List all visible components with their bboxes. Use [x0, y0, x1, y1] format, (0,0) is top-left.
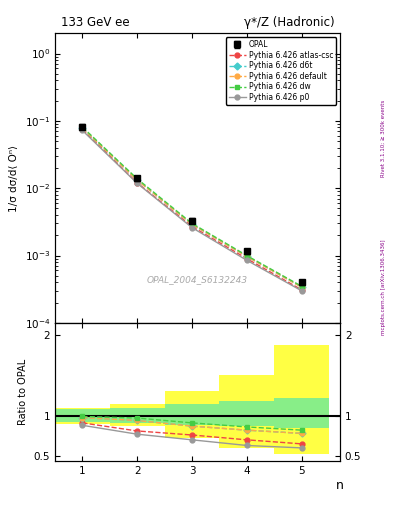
Text: OPAL_2004_S6132243: OPAL_2004_S6132243	[147, 275, 248, 284]
Pythia 6.426 d6t	[244, 253, 249, 260]
Pythia 6.426 dw	[190, 220, 195, 226]
Pythia 6.426 atlas-csc	[135, 180, 140, 186]
Pythia 6.426 p0	[190, 225, 195, 231]
Text: γ*/Z (Hadronic): γ*/Z (Hadronic)	[244, 16, 334, 29]
Pythia 6.426 atlas-csc	[299, 287, 304, 293]
Text: 133 GeV ee: 133 GeV ee	[61, 16, 129, 29]
Y-axis label: 1/σ dσ/d⟨ Oⁿ⟩: 1/σ dσ/d⟨ Oⁿ⟩	[9, 144, 19, 211]
Line: Pythia 6.426 d6t: Pythia 6.426 d6t	[80, 126, 304, 289]
X-axis label: n: n	[336, 479, 344, 492]
Text: mcplots.cern.ch [arXiv:1306.3436]: mcplots.cern.ch [arXiv:1306.3436]	[381, 239, 386, 334]
Pythia 6.426 default	[135, 177, 140, 183]
Pythia 6.426 d6t	[80, 125, 85, 131]
Text: Rivet 3.1.10; ≥ 300k events: Rivet 3.1.10; ≥ 300k events	[381, 100, 386, 177]
Pythia 6.426 p0	[80, 127, 85, 134]
Pythia 6.426 atlas-csc	[244, 255, 249, 262]
Line: Pythia 6.426 atlas-csc: Pythia 6.426 atlas-csc	[80, 127, 304, 292]
Pythia 6.426 d6t	[135, 177, 140, 183]
Pythia 6.426 default	[299, 284, 304, 290]
Pythia 6.426 d6t	[190, 221, 195, 227]
Pythia 6.426 default	[244, 253, 249, 260]
Line: Pythia 6.426 dw: Pythia 6.426 dw	[80, 124, 304, 289]
Line: Pythia 6.426 default: Pythia 6.426 default	[80, 126, 304, 289]
Pythia 6.426 atlas-csc	[190, 223, 195, 229]
Pythia 6.426 default	[80, 125, 85, 131]
Pythia 6.426 dw	[244, 252, 249, 259]
Legend: OPAL, Pythia 6.426 atlas-csc, Pythia 6.426 d6t, Pythia 6.426 default, Pythia 6.4: OPAL, Pythia 6.426 atlas-csc, Pythia 6.4…	[226, 37, 336, 105]
Pythia 6.426 default	[190, 221, 195, 227]
Line: Pythia 6.426 p0: Pythia 6.426 p0	[80, 128, 304, 293]
Pythia 6.426 dw	[299, 283, 304, 289]
Pythia 6.426 dw	[135, 176, 140, 182]
Pythia 6.426 dw	[80, 124, 85, 130]
Y-axis label: Ratio to OPAL: Ratio to OPAL	[18, 359, 28, 425]
Pythia 6.426 p0	[299, 288, 304, 294]
Pythia 6.426 p0	[135, 180, 140, 186]
Pythia 6.426 d6t	[299, 284, 304, 290]
Pythia 6.426 atlas-csc	[80, 126, 85, 133]
Pythia 6.426 p0	[244, 257, 249, 263]
